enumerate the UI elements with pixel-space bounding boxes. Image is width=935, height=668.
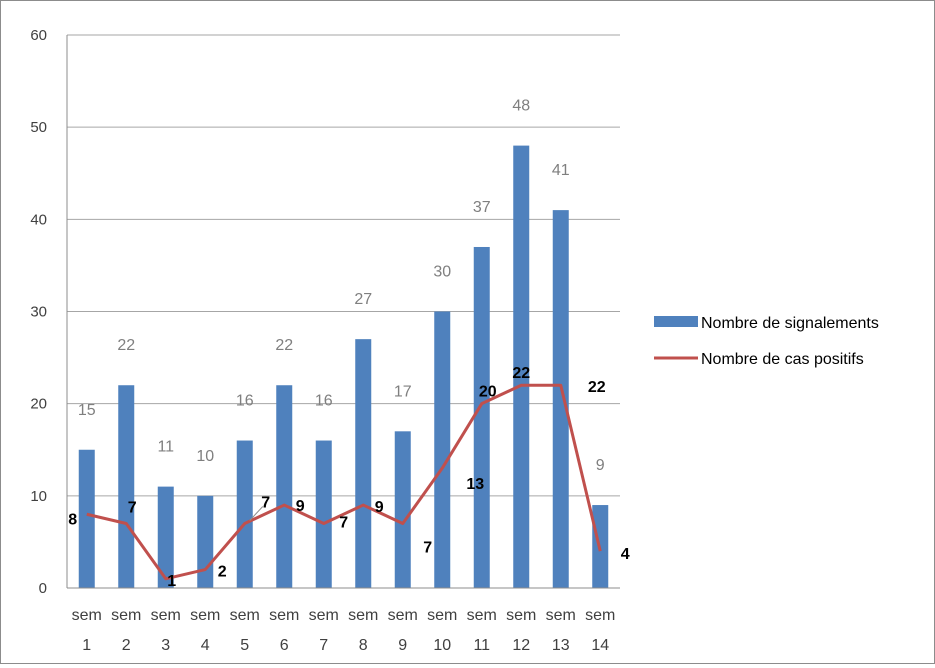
bar [79,450,95,588]
bar-data-label: 48 [512,98,530,115]
bar [276,385,292,588]
y-axis: 0 10 20 30 40 50 60 [30,27,67,597]
line-data-label: 7 [339,514,348,531]
x-tick-label: 2 [122,637,131,654]
line-data-label: 22 [512,365,530,382]
x-tick-label: 1 [82,637,91,654]
bar-data-label: 16 [315,393,333,410]
x-tick-label: 10 [433,637,451,654]
bar [395,431,411,588]
bar-data-label: 27 [354,291,372,308]
x-tick-label: sem [388,607,418,624]
legend-swatch-bar [654,316,698,327]
x-tick-label: sem [427,607,457,624]
legend-label: Nombre de signalements [701,315,879,332]
line-data-label: 2 [218,564,227,581]
y-tick-label: 0 [39,580,47,597]
x-tick-label: 6 [280,637,289,654]
x-tick-label: sem [467,607,497,624]
x-tick-label: 4 [201,637,210,654]
y-tick-label: 40 [30,211,47,228]
x-axis: sem 1 sem 2 sem 3 sem 4 sem 5 sem 6 sem 7 sem 8 sem 9 sem 1… [67,588,620,654]
legend-label: Nombre de cas positifs [701,351,864,368]
legend: Nombre de signalements Nombre de cas posi… [654,315,879,368]
line-data-label: 9 [375,499,384,516]
bar-data-label: 22 [117,337,135,354]
line-data-label: 7 [423,539,432,556]
x-tick-label: sem [111,607,141,624]
line-data-label: 1 [167,573,176,590]
bar-data-label: 10 [196,448,214,465]
gridlines [67,35,620,496]
x-tick-label: 13 [552,637,570,654]
x-tick-label: sem [269,607,299,624]
bar-data-label: 41 [552,162,570,179]
y-tick-label: 10 [30,488,47,505]
bar-data-label: 9 [596,457,605,474]
bar-data-label: 17 [394,383,412,400]
x-tick-label: sem [72,607,102,624]
x-tick-label: 11 [473,637,490,654]
x-tick-label: sem [348,607,378,624]
bar-data-label: 11 [157,439,174,456]
x-tick-label: 14 [591,637,609,654]
bar [434,312,450,589]
x-tick-label: sem [190,607,220,624]
line-data-label: 9 [296,498,305,515]
bar [237,441,253,588]
x-tick-label: sem [309,607,339,624]
line-data-label: 8 [68,511,77,528]
x-tick-label: sem [506,607,536,624]
y-tick-label: 30 [30,304,47,321]
bar-data-label: 37 [473,199,491,216]
line-data-label: 7 [261,494,270,511]
bar [197,496,213,588]
bar-data-label: 30 [433,264,451,281]
bar-data-label: 22 [275,337,293,354]
y-tick-label: 20 [30,396,47,413]
x-tick-label: 8 [359,637,368,654]
bar-data-label: 16 [236,393,254,410]
line-data-label: 4 [621,546,630,563]
x-tick-label: sem [230,607,260,624]
x-tick-label: sem [151,607,181,624]
x-tick-label: 7 [319,637,328,654]
x-tick-label: 5 [240,637,249,654]
line-data-labels: 8 7 1 2 7 9 7 9 7 13 20 22 22 4 [68,365,630,590]
bar [553,210,569,588]
bar [474,247,490,588]
x-tick-label: sem [585,607,615,624]
x-tick-label: 9 [398,637,407,654]
x-tick-label: 3 [161,637,170,654]
bar [118,385,134,588]
bar [355,339,371,588]
line-data-label: 20 [479,384,497,401]
line-data-label: 13 [466,476,484,493]
y-tick-label: 60 [30,27,47,44]
x-tick-label: sem [546,607,576,624]
line-data-label: 22 [588,379,606,396]
bar [316,441,332,588]
y-tick-label: 50 [30,119,47,136]
bar-data-label: 15 [78,402,96,419]
line-data-label: 7 [128,499,137,516]
x-tick-label: 12 [512,637,530,654]
